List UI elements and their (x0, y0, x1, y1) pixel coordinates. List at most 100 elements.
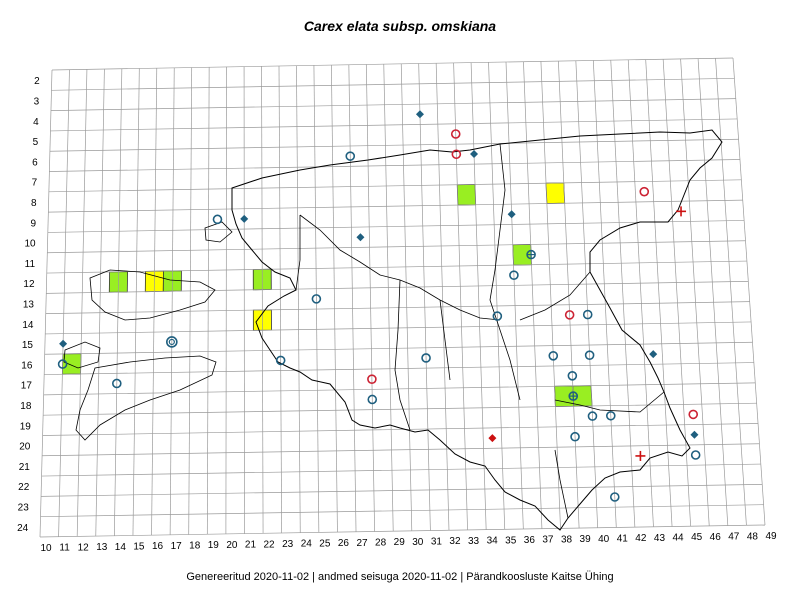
grid-line-vertical (206, 67, 210, 535)
grid-line-vertical (225, 66, 227, 534)
col-label: 27 (356, 538, 368, 549)
row-label: 2 (34, 76, 40, 87)
grid-line-horizontal (44, 341, 753, 355)
diamond-blue-marker (415, 110, 424, 119)
circle-blue-marker (421, 353, 431, 363)
col-label: 26 (338, 538, 350, 549)
grid-line-vertical (348, 64, 357, 532)
circle-blue-marker (690, 450, 701, 460)
grid-line-vertical (313, 65, 320, 533)
col-label: 47 (728, 532, 740, 543)
grid-line-vertical (331, 65, 338, 533)
circle-blue-marker (567, 370, 578, 381)
circle-red-marker (451, 149, 462, 160)
grid-line-vertical (435, 63, 450, 531)
col-label: 41 (617, 533, 629, 544)
grid-line-vertical (540, 61, 561, 529)
row-label: 23 (18, 503, 30, 514)
col-label: 20 (226, 540, 238, 551)
row-label: 16 (21, 360, 33, 371)
grid-line-vertical (523, 61, 543, 529)
grid-line-vertical (645, 59, 673, 527)
grid-line-vertical (365, 64, 375, 532)
circle-blue-marker (492, 311, 503, 321)
col-label: 49 (765, 531, 777, 542)
row-label: 17 (21, 381, 33, 392)
grid-line-horizontal (44, 362, 754, 375)
grid-line-vertical (278, 65, 283, 534)
row-label: 13 (23, 300, 35, 311)
col-label: 30 (412, 537, 424, 548)
diamond-blue-marker (690, 430, 699, 439)
row-label: 14 (22, 320, 34, 331)
col-label: 31 (431, 537, 443, 548)
grid-line-vertical (662, 59, 691, 527)
grid-line-vertical (470, 62, 487, 530)
cross-red-marker (676, 206, 687, 217)
circle-cross-marker (526, 249, 536, 260)
col-label: 45 (691, 532, 703, 543)
grid-line-vertical (151, 68, 158, 536)
grid-line-horizontal (43, 402, 757, 416)
circle-blue-marker (275, 355, 286, 366)
circle-blue-marker (582, 309, 593, 320)
grid-line-vertical (400, 63, 413, 531)
grid-layer (39, 57, 766, 538)
row-label: 11 (25, 259, 36, 270)
row-label: 19 (20, 421, 32, 432)
circle-blue-marker (584, 350, 595, 360)
col-label: 18 (189, 541, 201, 552)
grid-line-horizontal (42, 443, 760, 457)
grid-line-vertical (680, 58, 710, 526)
diamond-blue-marker (649, 350, 658, 359)
grid-line-horizontal (39, 524, 766, 538)
col-label: 11 (59, 543, 70, 554)
grid-line-vertical (132, 68, 140, 536)
grid-line-vertical (453, 62, 468, 530)
col-label: 34 (487, 536, 499, 547)
circle-blue-marker (212, 214, 223, 225)
col-label: 14 (115, 542, 127, 553)
circle-blue-marker (57, 359, 68, 369)
grid-line-vertical (558, 61, 580, 529)
col-label: 39 (580, 534, 592, 545)
grid-line-horizontal (47, 220, 745, 233)
col-label: 17 (171, 541, 183, 552)
col-label: 44 (672, 533, 684, 544)
row-label: 3 (34, 96, 40, 107)
row-label: 4 (33, 117, 39, 128)
grid-line-vertical (418, 63, 431, 531)
circle-blue-marker (570, 431, 580, 442)
footer-credits: Genereeritud 2020-11-02 | andmed seisuga… (186, 571, 614, 583)
col-label: 10 (40, 543, 52, 554)
western-islands (63, 221, 233, 441)
grid-line-vertical (39, 69, 53, 538)
row-label: 8 (31, 198, 37, 209)
circle-blue-marker (367, 394, 378, 405)
grid-line-vertical (732, 57, 766, 526)
axis-labels: 2345678910111213141516171819202122232410… (17, 76, 777, 554)
grid-line-vertical (169, 67, 175, 535)
row-label: 21 (19, 462, 31, 473)
col-label: 32 (449, 536, 461, 547)
circle-red-marker (367, 374, 377, 384)
grid-line-horizontal (48, 179, 742, 193)
row-label: 12 (23, 279, 35, 290)
grid-line-horizontal (43, 382, 756, 396)
circle-red-marker (639, 186, 650, 197)
row-label: 24 (17, 523, 29, 534)
grid-line-vertical (261, 66, 264, 534)
row-label: 9 (31, 218, 37, 229)
circle-cross-marker (568, 391, 579, 401)
green-grid-cell (61, 353, 82, 375)
cross-red-marker (635, 450, 646, 461)
col-label: 12 (78, 542, 90, 553)
grid-line-vertical (76, 69, 88, 537)
green-grid-cell (456, 184, 477, 206)
grid-line-vertical (95, 69, 105, 537)
col-label: 40 (598, 534, 610, 545)
grid-line-horizontal (51, 77, 735, 91)
col-label: 29 (394, 537, 406, 548)
grid-line-horizontal (42, 423, 759, 436)
